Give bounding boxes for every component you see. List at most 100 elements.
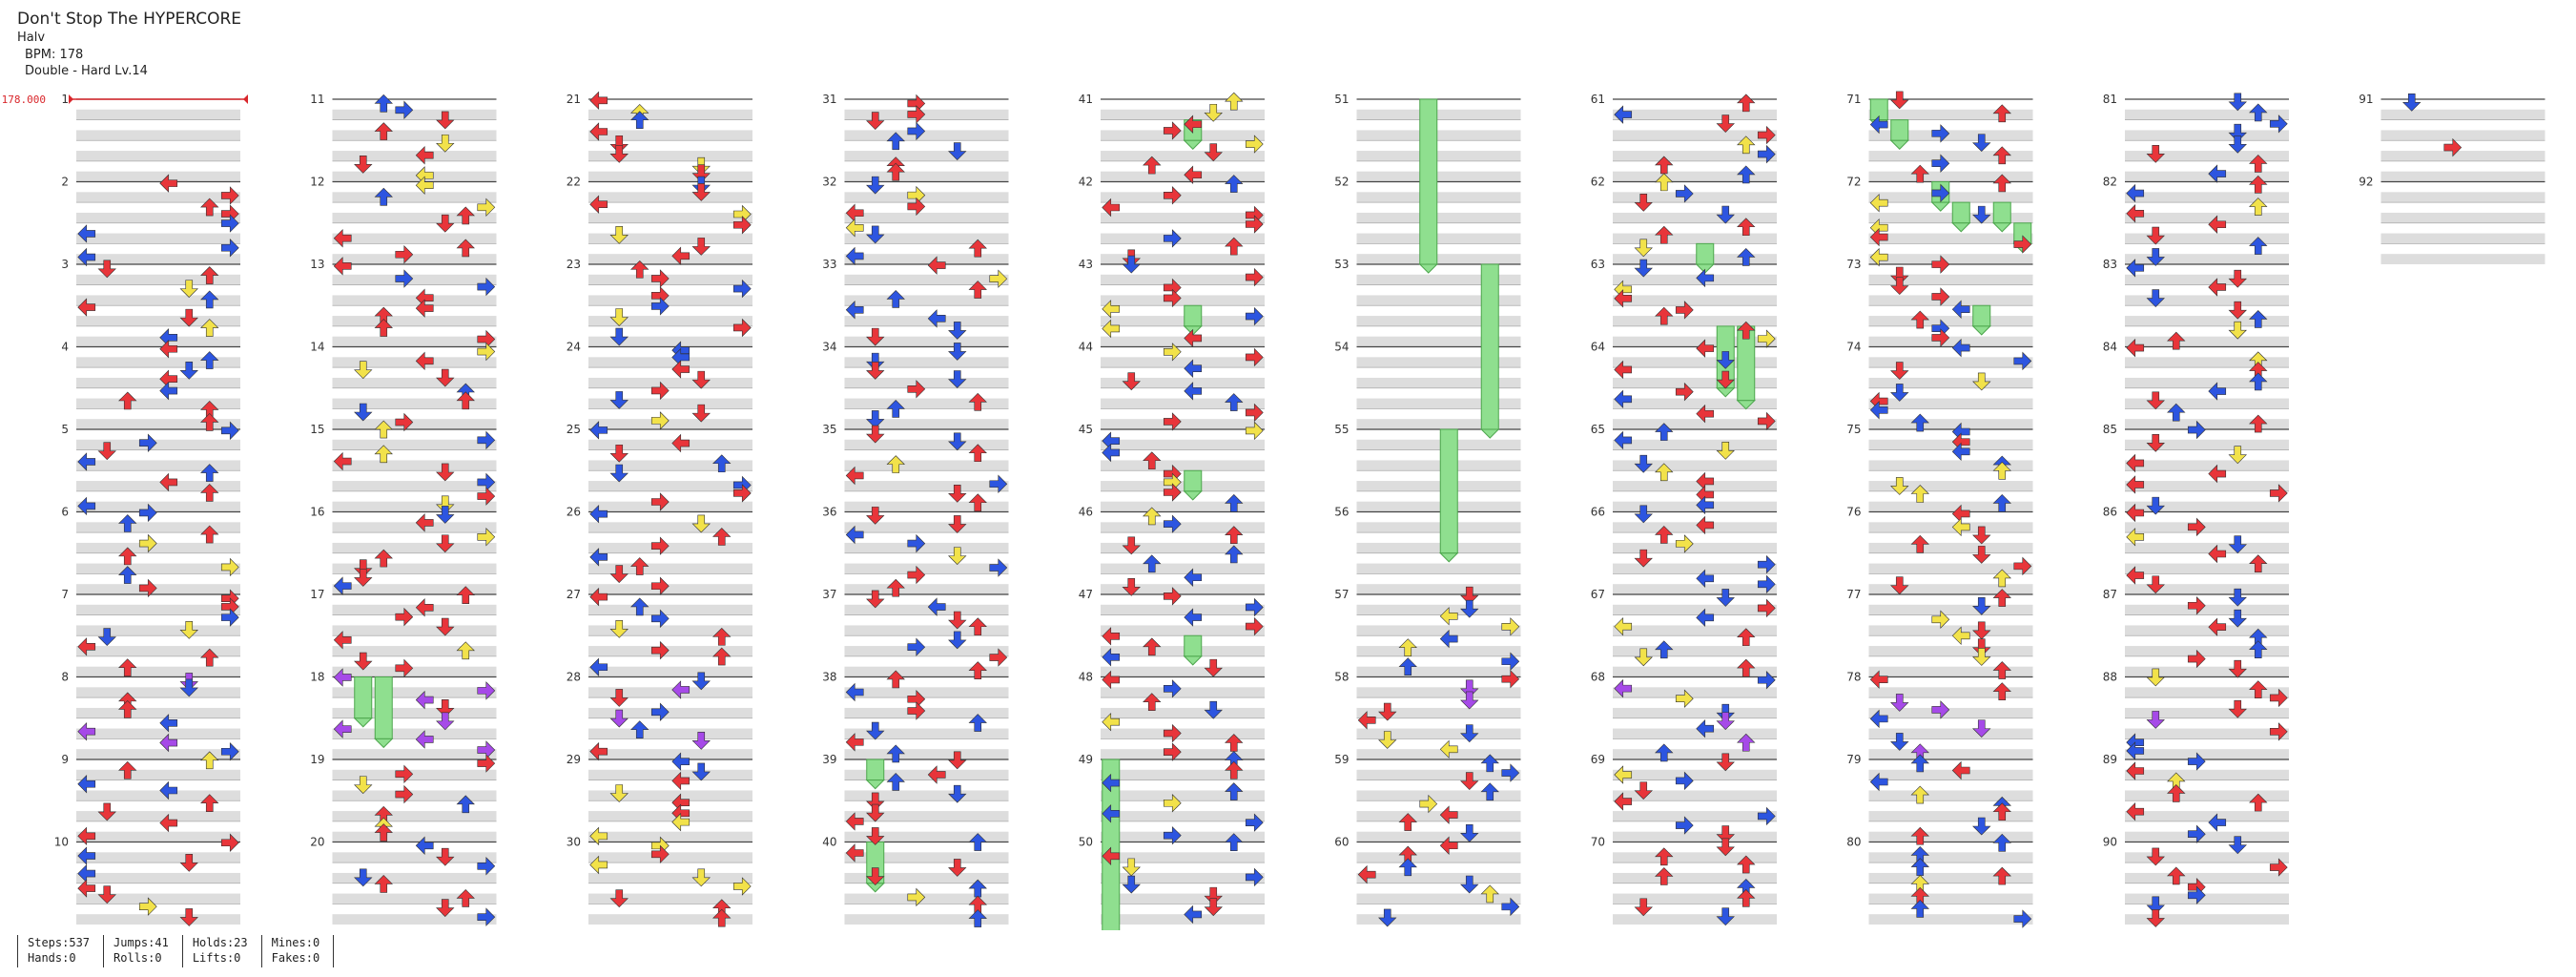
beat-stripe <box>76 811 240 821</box>
note-arrow <box>671 812 690 832</box>
beat-stripe <box>332 316 497 326</box>
hold-body <box>1419 98 1438 265</box>
beat-stripe <box>332 398 497 409</box>
note-arrow <box>732 877 752 896</box>
note-arrow <box>1460 724 1479 743</box>
note-arrow <box>477 528 496 547</box>
note-arrow <box>1951 760 1970 780</box>
beat-stripe <box>844 295 1009 306</box>
note-arrow <box>2187 517 2206 537</box>
note-arrow <box>866 410 885 428</box>
note-arrow <box>97 442 116 461</box>
note-arrow <box>1122 858 1141 877</box>
note-arrow <box>395 658 414 678</box>
hold-body <box>1972 304 1991 327</box>
note-arrow <box>1102 319 1121 339</box>
note-arrow <box>77 826 96 846</box>
beat-stripe <box>1868 439 2033 450</box>
note-arrow <box>845 682 864 702</box>
note-arrow <box>712 908 732 927</box>
beat-stripe <box>1613 357 1777 368</box>
hold-tail <box>1889 139 1909 150</box>
beat-stripe <box>332 831 497 842</box>
beat-stripe <box>76 151 240 161</box>
note-arrow <box>415 730 434 749</box>
beat-stripe <box>1356 274 1521 285</box>
note-arrow <box>1992 146 2011 165</box>
note-arrow <box>200 319 219 337</box>
beat-stripe <box>1868 171 2033 182</box>
note-arrow <box>1398 657 1417 676</box>
beat-stripe <box>1868 377 2033 388</box>
measure-number: 86 <box>2103 506 2117 519</box>
note-arrow <box>1501 897 1520 917</box>
note-arrow <box>1225 175 1244 193</box>
beat-stripe <box>2125 563 2289 574</box>
beat-stripe <box>588 687 752 698</box>
beat-stripe <box>844 192 1009 203</box>
note-arrow <box>1480 754 1499 773</box>
note-arrow <box>1398 813 1417 831</box>
note-arrow <box>968 833 987 851</box>
note-arrow <box>415 145 434 165</box>
note-arrow <box>671 360 690 379</box>
beat-stripe <box>1101 501 1265 512</box>
note-arrow <box>589 548 608 567</box>
measure-number: 15 <box>310 423 324 436</box>
note-arrow <box>650 609 670 629</box>
note-arrow <box>968 617 987 636</box>
note-arrow <box>1163 229 1182 248</box>
note-arrow <box>1655 526 1674 544</box>
beat-stripe <box>1613 109 1777 120</box>
beat-stripe <box>1101 790 1265 801</box>
beat-stripe <box>844 109 1009 120</box>
beat-stripe <box>2125 316 2289 326</box>
beat-stripe <box>76 419 240 429</box>
beat-stripe <box>2125 151 2289 161</box>
note-arrow <box>1163 483 1182 502</box>
note-arrow <box>948 631 967 650</box>
beat-stripe <box>76 584 240 594</box>
beat-stripe <box>332 914 497 925</box>
note-arrow <box>1204 143 1223 162</box>
beat-stripe <box>1613 501 1777 512</box>
hold-body <box>1184 634 1203 657</box>
note-arrow <box>886 744 905 763</box>
note-arrow <box>1757 806 1776 826</box>
note-arrow <box>1716 441 1735 460</box>
note-arrow <box>2249 640 2268 659</box>
note-arrow <box>866 803 885 822</box>
note-arrow <box>138 433 157 452</box>
note-arrow <box>989 558 1008 577</box>
note-arrow <box>2126 204 2145 223</box>
note-arrow <box>2013 556 2032 576</box>
note-arrow <box>1951 338 1970 358</box>
note-arrow <box>1737 321 1756 340</box>
measure-number: 49 <box>1079 753 1093 766</box>
note-arrow <box>159 472 178 492</box>
note-arrow <box>220 608 239 627</box>
note-arrow <box>200 483 219 502</box>
note-arrow <box>866 792 885 811</box>
note-arrow <box>1655 640 1674 659</box>
note-arrow <box>436 495 455 514</box>
lifts-count: Lifts:0 <box>192 951 241 965</box>
note-arrow <box>220 557 239 577</box>
measure-number: 59 <box>1334 753 1349 766</box>
note-arrow <box>200 648 219 667</box>
note-arrow <box>1122 875 1141 894</box>
beat-stripe <box>1101 109 1265 120</box>
beat-stripe <box>1613 852 1777 863</box>
measure-number: 50 <box>1079 836 1093 849</box>
beat-stripe <box>1613 522 1777 533</box>
beat-stripe <box>844 522 1009 533</box>
note-arrow <box>907 121 926 141</box>
note-arrow <box>1910 785 1929 804</box>
beat-stripe <box>1101 749 1265 759</box>
note-arrow <box>1655 867 1674 885</box>
beat-stripe <box>1868 811 2033 821</box>
note-arrow <box>1716 753 1735 772</box>
beat-stripe <box>1101 604 1265 615</box>
beat-stripe <box>1613 254 1777 264</box>
beat-stripe <box>1356 790 1521 801</box>
